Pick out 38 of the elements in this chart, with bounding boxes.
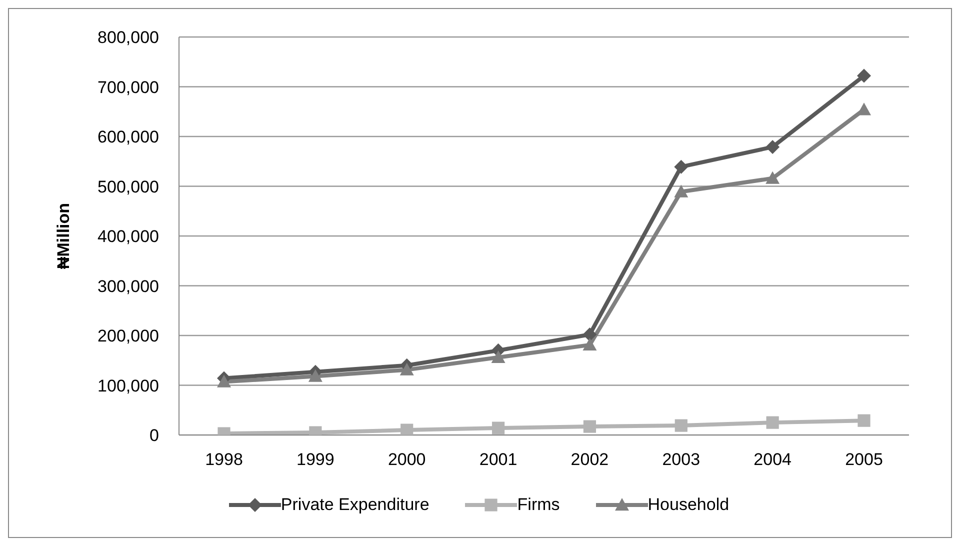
y-tick-label: 400,000: [98, 227, 159, 246]
y-axis-title: ₦Million: [54, 202, 74, 270]
point: [766, 140, 780, 154]
y-tick-label: 800,000: [98, 28, 159, 48]
point: [582, 338, 597, 351]
x-tick-label: 1998: [205, 450, 243, 470]
x-tick-label: 1999: [296, 450, 334, 470]
point: [400, 424, 414, 435]
point: [674, 184, 688, 198]
x-tick-label: 2000: [388, 450, 426, 470]
x-tick-label: 2003: [662, 450, 700, 470]
point: [308, 369, 322, 382]
x-tick-label: 2001: [479, 450, 518, 470]
point: [582, 328, 597, 342]
point: [674, 419, 688, 432]
legend-label: Household: [648, 495, 730, 515]
y-tick-label: 700,000: [98, 78, 159, 97]
y-tick-label: 500,000: [98, 177, 159, 196]
y-tick-label: 0: [150, 426, 159, 446]
y-tick-label: 100,000: [98, 376, 159, 396]
point: [858, 414, 870, 427]
point: [400, 362, 414, 376]
point: [492, 422, 505, 434]
y-tick-label: 200,000: [98, 326, 159, 346]
y-tick-label: 300,000: [98, 276, 159, 296]
point: [583, 420, 596, 433]
x-tick-label: 2004: [754, 450, 792, 470]
point: [491, 350, 506, 363]
legend-label: Private Expenditure: [280, 495, 430, 515]
point: [766, 171, 780, 184]
point: [674, 160, 688, 174]
point: [217, 374, 231, 388]
x-tick-label: 2002: [570, 450, 609, 470]
point: [857, 68, 871, 83]
point: [766, 416, 779, 429]
legend-label: Firms: [517, 495, 560, 515]
y-tick-label: 600,000: [98, 128, 159, 147]
x-tick-label: 2005: [845, 450, 883, 470]
